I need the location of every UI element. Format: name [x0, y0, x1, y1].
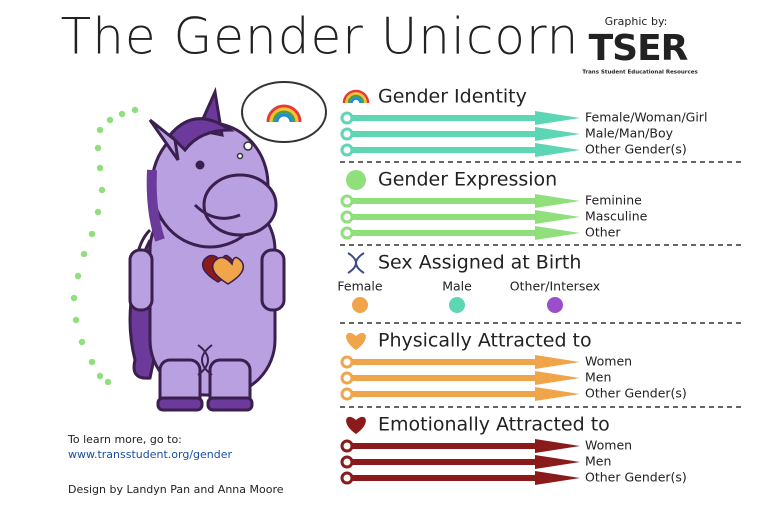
arrow-head: [535, 471, 580, 485]
spectrum-label: Other Gender(s): [585, 142, 687, 157]
arrow-head: [535, 194, 580, 208]
spectrum-label: Women: [585, 354, 632, 369]
section-title: Gender Identity: [378, 86, 527, 108]
rainbow-icon: [347, 94, 365, 104]
heart-icon: [346, 332, 366, 350]
url[interactable]: www.transstudent.org/gender: [68, 448, 233, 461]
arrow-head: [535, 371, 580, 385]
trail-dot: [88, 358, 96, 366]
arrow-head: [535, 355, 580, 369]
trail-dot: [88, 230, 96, 238]
thought-bubble: [236, 81, 327, 160]
slider-ring: [340, 111, 354, 125]
credit-label: Graphic by:: [605, 15, 668, 28]
option-label: Male: [442, 279, 472, 294]
trail-dot: [80, 250, 88, 258]
slider-ring: [340, 210, 354, 224]
dna-icon: [347, 252, 365, 274]
slider-ring: [340, 387, 354, 401]
arrow-head: [535, 210, 580, 224]
spectrum-label: Men: [585, 370, 611, 385]
trail-dot: [106, 116, 114, 124]
option-dot: [547, 297, 563, 313]
rainbow-icon: [342, 89, 370, 104]
circle-icon: [346, 170, 366, 190]
slider-ring: [340, 439, 354, 453]
sections: Gender Identity Female/Woman/GirlMale/Man…: [337, 86, 742, 485]
slider-ring: [340, 143, 354, 157]
trail-dot: [72, 316, 80, 324]
section-title: Emotionally Attracted to: [378, 414, 610, 436]
option-label: Other/Intersex: [510, 279, 600, 294]
trail-dot: [78, 338, 86, 346]
trail-dot: [131, 106, 139, 114]
title: The Gender Unicorn: [61, 8, 580, 66]
spectrum-label: Other: [585, 225, 621, 240]
option-label: Female: [337, 279, 383, 294]
dot-trail: [70, 106, 139, 386]
rainbow-icon: [345, 92, 367, 104]
rainbow-icon: [350, 97, 362, 104]
arrow-head: [535, 387, 580, 401]
slider-ring: [340, 371, 354, 385]
spectrum-label: Other Gender(s): [585, 386, 687, 401]
trail-dot: [96, 372, 104, 380]
trail-dot: [96, 164, 104, 172]
spectrum-label: Men: [585, 454, 611, 469]
heart-icon: [346, 416, 366, 434]
spectrum-label: Male/Man/Boy: [585, 126, 674, 141]
slider-ring: [340, 471, 354, 485]
spectrum-label: Masculine: [585, 209, 648, 224]
section-title: Physically Attracted to: [378, 330, 592, 352]
credit-name: TSER: [589, 28, 688, 69]
slider-ring: [340, 455, 354, 469]
spectrum-label: Women: [585, 438, 632, 453]
trail-dot: [118, 110, 126, 118]
arrow-head: [535, 111, 580, 125]
slider-ring: [340, 127, 354, 141]
slider-ring: [340, 194, 354, 208]
section-title: Gender Expression: [378, 169, 557, 191]
unicorn: [128, 86, 286, 412]
option-dot: [352, 297, 368, 313]
trail-dot: [104, 378, 112, 386]
trail-dot: [96, 126, 104, 134]
slider-ring: [340, 226, 354, 240]
trail-dot: [74, 272, 82, 280]
spectrum-label: Other Gender(s): [585, 470, 687, 485]
spectrum-label: Feminine: [585, 193, 642, 208]
arrow-head: [535, 143, 580, 157]
section-title: Sex Assigned at Birth: [378, 252, 581, 274]
arrow-head: [535, 439, 580, 453]
arrow-head: [535, 127, 580, 141]
learn-more: To learn more, go to:: [67, 433, 182, 446]
spectrum-label: Female/Woman/Girl: [585, 110, 707, 125]
arrow-head: [535, 455, 580, 469]
option-dot: [449, 297, 465, 313]
credit-full: Trans Student Educational Resources: [582, 70, 698, 76]
trail-dot: [70, 294, 78, 302]
design-credit: Design by Landyn Pan and Anna Moore: [68, 483, 284, 496]
slider-ring: [340, 355, 354, 369]
arrow-head: [535, 226, 580, 240]
trail-dot: [94, 208, 102, 216]
trail-dot: [94, 144, 102, 152]
trail-dot: [98, 186, 106, 194]
